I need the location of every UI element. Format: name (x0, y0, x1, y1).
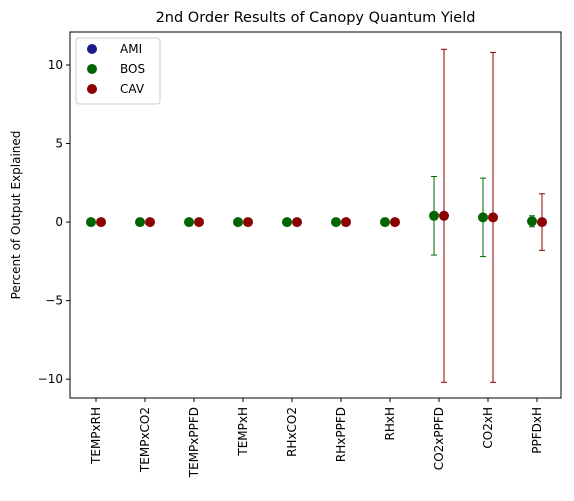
x-tick-label: RHxH (383, 407, 397, 441)
legend-marker (87, 64, 97, 74)
data-point-bos (86, 217, 96, 228)
x-tick-label: TEMPxCO2 (138, 407, 152, 473)
data-point-cav (145, 217, 155, 228)
data-point-bos (478, 212, 488, 223)
data-point-bos (135, 217, 145, 228)
y-tick-label: −5 (45, 294, 63, 308)
data-point-cav (194, 217, 204, 228)
x-tick-label: RHxPPFD (334, 407, 348, 462)
x-tick-label: TEMPxPPFD (187, 407, 201, 478)
data-point-bos (527, 216, 537, 227)
x-tick-label: CO2xH (481, 407, 495, 449)
data-point-bos (380, 217, 390, 228)
x-tick-label: CO2xPPFD (432, 407, 446, 470)
data-point-bos (233, 217, 243, 228)
x-axis-ticks: TEMPxRH TEMPxCO2 TEMPxPPFD TEMPxH RHxCO2 RHxP… (89, 398, 544, 478)
legend: AMI BOS CAV (75, 37, 161, 105)
data-point-cav (341, 217, 351, 228)
data-point-bos (331, 217, 341, 228)
data-point-bos (184, 217, 194, 228)
y-axis-ticks: −10 −5 0 5 10 (38, 58, 70, 386)
y-tick-label: 10 (48, 58, 63, 72)
data-point-cav (243, 217, 253, 228)
legend-label: CAV (120, 82, 145, 96)
chart-title: 2nd Order Results of Canopy Quantum Yiel… (156, 10, 476, 26)
y-tick-label: 0 (55, 215, 63, 229)
y-axis-label: Percent of Output Explained (9, 131, 23, 300)
data-point-bos (282, 217, 292, 228)
x-tick-label: TEMPxRH (89, 407, 103, 465)
y-tick-label: −10 (38, 372, 63, 386)
data-point-bos (429, 210, 439, 221)
data-point-cav (390, 217, 400, 228)
y-tick-label: 5 (55, 137, 63, 151)
legend-marker (87, 84, 97, 94)
legend-label: BOS (120, 62, 145, 76)
data-point-cav (537, 217, 547, 228)
x-tick-label: TEMPxH (236, 407, 250, 457)
data-point-cav (292, 217, 302, 228)
data-point-cav (488, 212, 498, 223)
x-tick-label: PPFDxH (530, 407, 544, 454)
data-point-cav (96, 217, 106, 228)
legend-box (75, 37, 161, 105)
legend-marker (87, 44, 97, 54)
x-tick-label: RHxCO2 (285, 407, 299, 457)
legend-label: AMI (120, 42, 142, 56)
data-points (86, 210, 547, 228)
data-point-cav (439, 210, 449, 221)
